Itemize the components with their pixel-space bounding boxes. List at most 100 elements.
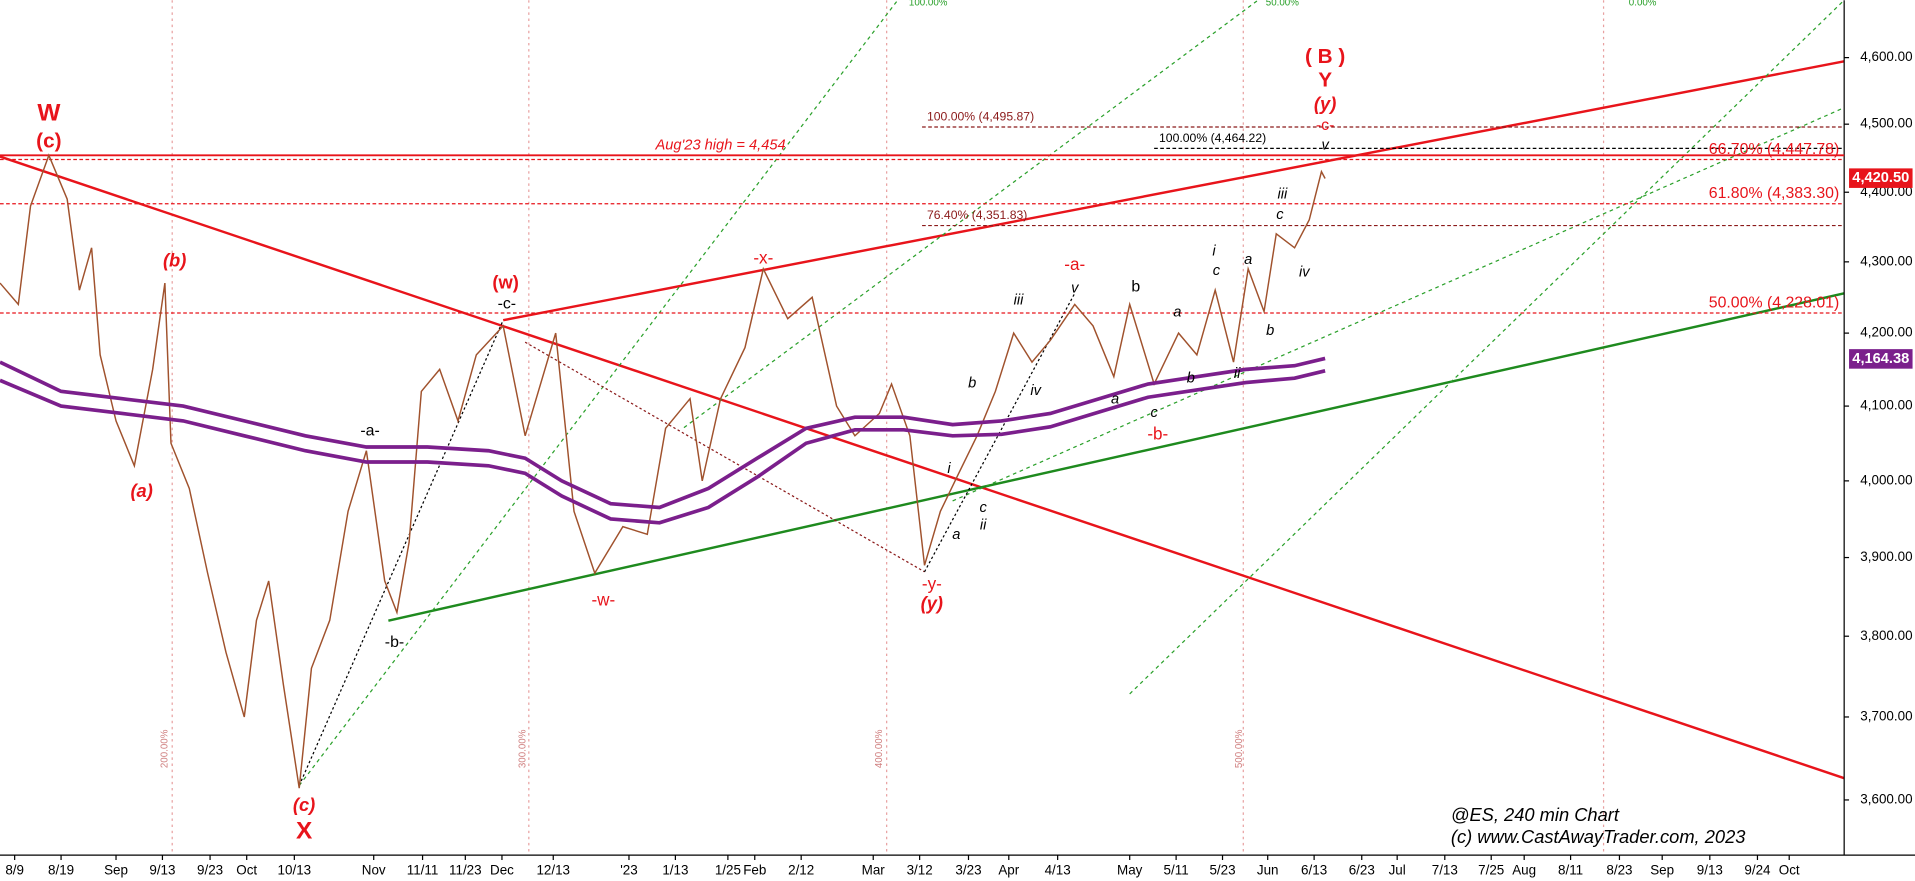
x-tick-label: 11/23 (449, 863, 482, 878)
wave-label: -y- (922, 575, 942, 594)
x-tick-label: 6/23 (1349, 863, 1375, 878)
x-tick-label: Nov (362, 863, 386, 878)
wave-label: W (37, 99, 61, 126)
y-tick-label: 4,500.00 (1860, 116, 1912, 131)
x-tick-label: 7/25 (1478, 863, 1504, 878)
y-tick-label: 3,800.00 (1860, 628, 1912, 643)
wave-connector (524, 341, 925, 573)
x-tick-label: 11/11 (407, 863, 439, 878)
cycle-label: 50.00% (1266, 0, 1299, 8)
wave-label: b (1266, 323, 1274, 339)
fib-label: 50.00% (4,228.01) (1709, 294, 1840, 311)
x-tick-label: Sep (1650, 863, 1674, 878)
wave-label: c (1276, 207, 1284, 223)
x-tick-label: '23 (620, 863, 638, 878)
credit: (c) www.CastAwayTrader.com, 2023 (1451, 826, 1746, 847)
fib-label: 66.70% (4,447.78) (1709, 141, 1840, 158)
x-tick-label: 8/19 (48, 863, 74, 878)
x-tick-label: Apr (998, 863, 1019, 878)
x-tick-label: Aug (1512, 863, 1536, 878)
wave-label: a (1173, 305, 1181, 321)
wave-label: c (1150, 405, 1158, 421)
x-tick-label: Sep (104, 863, 128, 878)
fib-label: 76.40% (4,351.83) (927, 208, 1027, 222)
x-tick-label: 9/23 (197, 863, 223, 878)
x-tick-label: Jul (1389, 863, 1406, 878)
wave-label: iv (1299, 264, 1311, 280)
x-tick-label: 5/23 (1209, 863, 1235, 878)
x-tick-label: 3/12 (907, 863, 933, 878)
wave-label: (w) (492, 271, 518, 292)
x-tick-label: Mar (862, 863, 886, 878)
wave-label: iii (1014, 293, 1025, 309)
green-channel (298, 0, 899, 786)
x-tick-label: 5/11 (1164, 863, 1189, 878)
wave-label: (c) (36, 129, 61, 152)
wave-label: -w- (591, 591, 615, 610)
credit: @ES, 240 min Chart (1451, 804, 1620, 825)
x-tick-label: 1/13 (662, 863, 688, 878)
x-tick-label: 2/12 (788, 863, 814, 878)
wave-label: c (979, 500, 987, 516)
x-tick-label: May (1117, 863, 1143, 878)
x-tick-label: 9/13 (1697, 863, 1723, 878)
y-tick-label: 4,200.00 (1860, 325, 1912, 340)
cycle-label: 500.00% (1234, 729, 1245, 768)
wave-label: iii (1277, 186, 1288, 202)
y-tick-label: 4,100.00 (1860, 398, 1912, 413)
wave-label: i (1212, 244, 1216, 260)
wave-label: -c- (498, 296, 517, 313)
wave-label: -b- (385, 634, 404, 651)
x-tick-label: 1/25 (715, 863, 741, 878)
fib-label: 100.00% (4,464.22) (1159, 131, 1266, 145)
wave-label: v (1071, 280, 1080, 296)
green-channel (952, 107, 1845, 502)
x-tick-label: Feb (743, 863, 766, 878)
wave-label: ii (1234, 366, 1241, 382)
x-tick-label: 9/24 (1744, 863, 1771, 878)
fib-label: 100.00% (4,495.87) (927, 109, 1034, 123)
wave-label: ii (980, 517, 987, 533)
last-value-label: 4,420.50 (1852, 170, 1909, 186)
wave-label: b (1131, 278, 1140, 295)
cycle-label: 100.00% (909, 0, 948, 8)
x-tick-label: 9/13 (149, 863, 175, 878)
x-tick-label: Jun (1257, 863, 1279, 878)
x-tick-label: 3/23 (955, 863, 981, 878)
x-tick-label: 8/9 (5, 863, 24, 878)
green-channel (683, 0, 1259, 429)
last-value-label: 4,164.38 (1852, 351, 1909, 367)
y-tick-label: 4,000.00 (1860, 472, 1912, 487)
wave-label: Y (1318, 68, 1332, 91)
x-tick-label: Oct (236, 863, 257, 878)
cycle-label: 0.00% (1629, 0, 1657, 8)
wave-label: (a) (130, 480, 152, 501)
moving-average (0, 369, 1326, 525)
wave-label: b (968, 376, 976, 392)
wave-label: -b- (1147, 425, 1168, 444)
x-tick-label: 12/13 (536, 863, 570, 878)
wave-label: (y) (1314, 93, 1336, 114)
y-tick-label: 3,900.00 (1860, 549, 1912, 564)
y-tick-label: 4,300.00 (1860, 253, 1912, 268)
wave-label: X (296, 817, 313, 844)
moving-average (0, 356, 1326, 510)
wave-label: iv (1030, 383, 1042, 399)
last-value-box (1849, 349, 1913, 369)
cycle-label: 300.00% (517, 729, 528, 768)
x-tick-label: 4/13 (1045, 863, 1071, 878)
x-tick-label: 6/13 (1301, 863, 1327, 878)
x-tick-label: 8/23 (1606, 863, 1632, 878)
y-tick-label: 4,600.00 (1860, 49, 1912, 64)
wave-label: a (1244, 252, 1252, 268)
wave-label: -a- (1064, 255, 1085, 274)
red-trendline (502, 60, 1845, 322)
x-tick-label: 8/11 (1558, 863, 1583, 878)
high-label: Aug'23 high = 4,454 (654, 137, 785, 153)
x-tick-label: 10/13 (278, 863, 312, 878)
wave-label: (y) (921, 593, 943, 614)
red-trendline (0, 155, 1845, 780)
wave-label: ( B ) (1305, 45, 1345, 68)
